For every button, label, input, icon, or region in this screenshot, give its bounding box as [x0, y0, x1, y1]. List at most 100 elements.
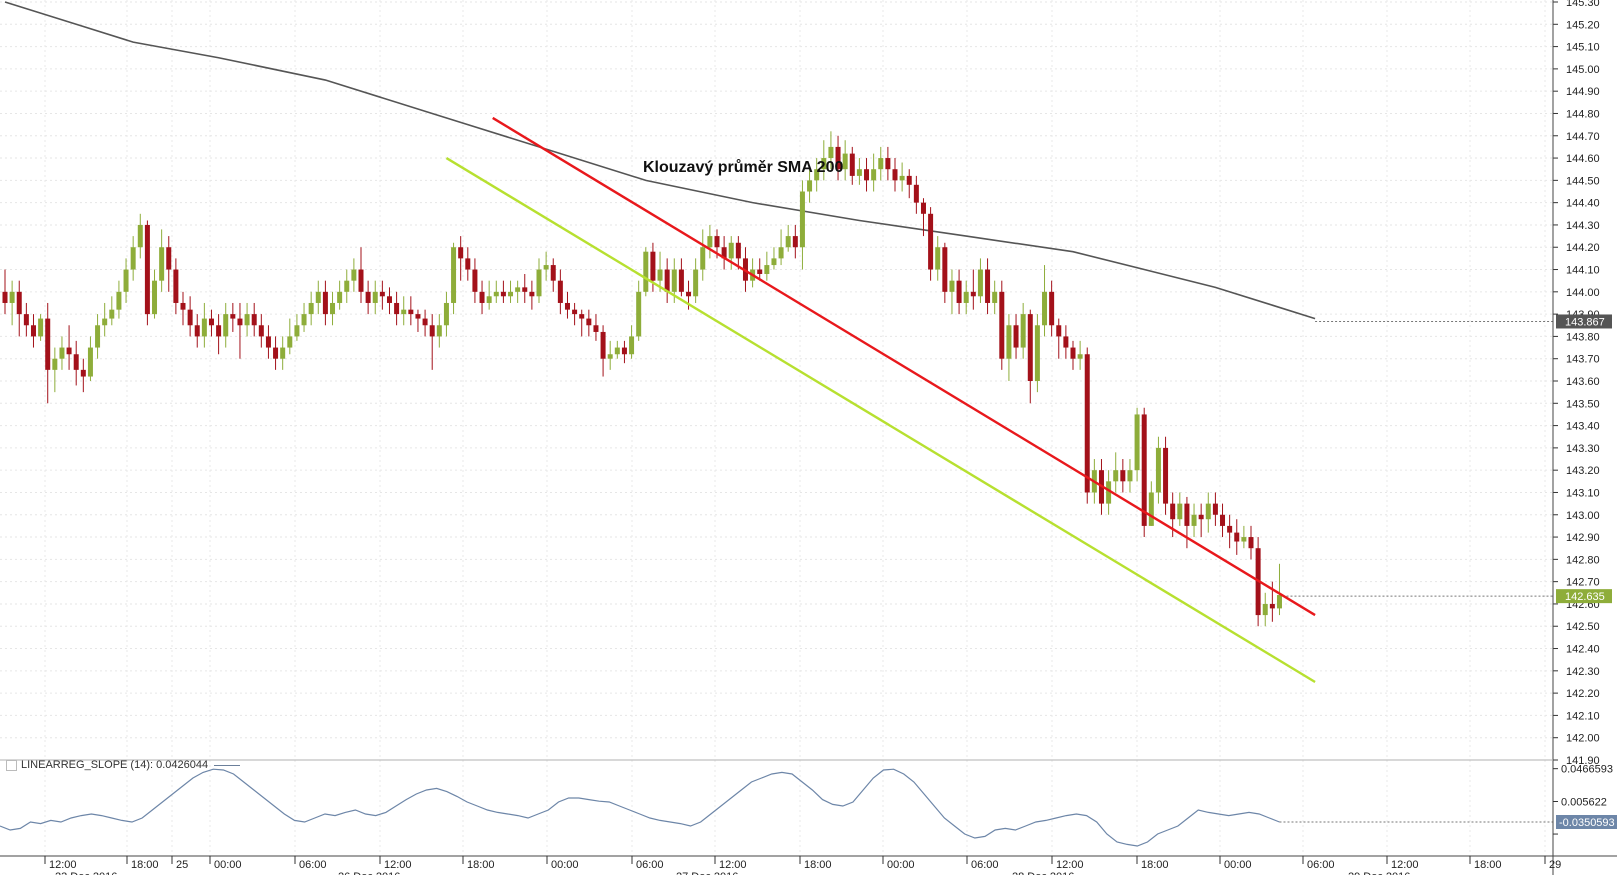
candle-body: [536, 269, 542, 297]
candle-body: [1220, 514, 1226, 526]
candle-body: [95, 325, 101, 348]
indicator-toggle-icon[interactable]: [6, 759, 17, 771]
candle-body: [985, 269, 991, 303]
candle-body: [629, 336, 635, 355]
candle-body: [45, 318, 51, 370]
y-tick-label: 145.30: [1566, 0, 1600, 9]
candle-body: [614, 347, 620, 355]
candle-body: [621, 347, 627, 355]
candle-body: [59, 347, 65, 359]
candle-body: [1027, 314, 1033, 381]
y-tick-label: 145.20: [1566, 19, 1600, 31]
y-tick-label: 143.00: [1566, 510, 1600, 522]
candle-body: [194, 325, 200, 337]
y-tick-label: 145.10: [1566, 42, 1600, 54]
candle-body: [458, 247, 464, 259]
date-label: 26 Dec 2016: [338, 871, 400, 875]
candle-body: [579, 314, 585, 319]
candle-body: [999, 291, 1005, 359]
candle-body: [144, 224, 150, 315]
candle-body: [678, 269, 684, 292]
x-tick-label: 18:00: [1474, 859, 1502, 871]
x-tick-label: 06:00: [299, 859, 327, 871]
candle-body: [728, 242, 734, 259]
indicator-line-swatch: [214, 764, 241, 766]
candle-body: [543, 265, 549, 270]
candle-body: [671, 269, 677, 292]
last-price-tag: [1556, 589, 1612, 604]
candle-body: [87, 347, 93, 377]
candle-body: [864, 169, 870, 181]
candle-body: [764, 265, 770, 274]
x-tick-label: 18:00: [804, 859, 832, 871]
y-tick-label: 143.30: [1566, 443, 1600, 455]
indicator-label: LINEARREG_SLOPE (14): 0.0426044: [6, 759, 241, 771]
candle-body: [1106, 481, 1112, 504]
candle-body: [415, 314, 421, 319]
slope-value-tag: [1556, 815, 1617, 829]
candle-body: [657, 269, 663, 281]
candle-body: [1262, 603, 1268, 616]
y-tick-label: 144.70: [1566, 131, 1600, 143]
candle-body: [807, 180, 813, 192]
candle-body: [1269, 603, 1275, 609]
candle-body: [600, 331, 606, 359]
resistance-trend-line[interactable]: [492, 116, 1316, 617]
support-trend-line[interactable]: [445, 157, 1316, 683]
candle-body: [493, 291, 499, 297]
y-tick-label: 144.20: [1566, 242, 1600, 254]
y-tick-label: 143.70: [1566, 354, 1600, 366]
candle-body: [1191, 514, 1197, 526]
x-tick-label: 12:00: [1391, 859, 1419, 871]
candle-body: [116, 291, 122, 310]
candle-body: [1198, 514, 1204, 520]
candle-body: [365, 291, 371, 303]
candle-body: [1042, 291, 1048, 326]
candle-body: [180, 302, 186, 310]
candle-body: [1184, 503, 1190, 526]
candle-body: [1276, 595, 1282, 609]
x-tick-label: 00:00: [214, 859, 242, 871]
sma-annotation: Klouzavý průměr SMA 200: [643, 159, 844, 176]
candle-body: [486, 296, 492, 303]
candle-body: [1170, 503, 1176, 520]
candle-body: [1013, 325, 1019, 348]
x-tick-label: 12:00: [384, 859, 412, 871]
candle-body: [949, 280, 955, 292]
x-tick-label: 00:00: [887, 859, 915, 871]
candle-body: [700, 247, 706, 270]
candle-body: [223, 314, 229, 337]
candle-body: [664, 269, 670, 292]
candle-body: [849, 153, 855, 176]
candle-body: [686, 291, 692, 297]
candle-body: [871, 169, 877, 181]
x-tick-label: 12:00: [49, 859, 77, 871]
y-tick-label: 144.60: [1566, 153, 1600, 165]
x-tick-label: 06:00: [636, 859, 664, 871]
candle-body: [1063, 336, 1069, 348]
candle-body: [1006, 325, 1012, 359]
y-tick-label: 143.20: [1566, 465, 1600, 477]
candle-body: [38, 318, 44, 337]
date-label: 27 Dec 2016: [676, 871, 738, 875]
candle-body: [52, 358, 58, 370]
candle-body: [856, 169, 862, 176]
x-tick-label: 00:00: [1224, 859, 1252, 871]
y-tick-label: 142.00: [1566, 733, 1600, 745]
candle-body: [500, 291, 506, 297]
candle-body: [735, 242, 741, 259]
candle-body: [977, 269, 983, 297]
candle-body: [799, 191, 805, 248]
candle-body: [814, 169, 820, 181]
candle-body: [593, 325, 599, 332]
indicator-tick-label: 0.0466593: [1561, 764, 1613, 776]
x-tick-label: 06:00: [1307, 859, 1335, 871]
candle-body: [1056, 325, 1062, 337]
candle-body: [899, 175, 905, 181]
candle-body: [2, 291, 8, 303]
candle-body: [515, 287, 521, 292]
candle-body: [721, 247, 727, 259]
y-tick-label: 145.00: [1566, 64, 1600, 76]
